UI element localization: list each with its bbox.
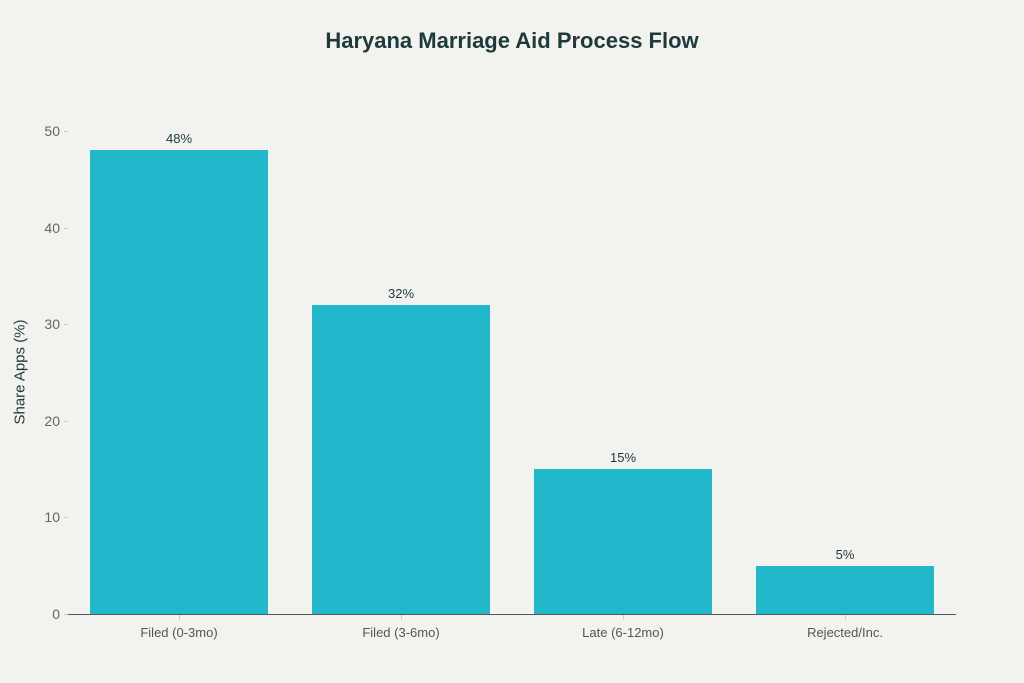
bar-value-label: 15% [609,450,637,466]
y-tick-mark [64,131,68,132]
bar-value-label: 48% [165,131,193,147]
x-tick-mark [179,615,180,620]
chart-title: Haryana Marriage Aid Process Flow [325,28,699,53]
y-tick-mark [64,614,68,615]
y-tick-mark [64,420,68,422]
x-tick-mark [623,615,624,620]
y-axis-label: Share Apps (%) [11,319,29,425]
bar-value-label: 5% [835,546,855,562]
x-axis-line [68,614,956,615]
bar[interactable] [312,304,490,614]
x-tick-label: Filed (3-6mo) [362,625,440,640]
y-tick-label: 20 [44,412,60,429]
x-tick-label: Late (6-12mo) [582,625,664,640]
y-tick-mark [64,517,68,519]
y-tick-mark [64,227,68,229]
bar[interactable] [534,469,712,614]
y-tick-label: 10 [44,509,60,526]
bar[interactable] [90,150,268,614]
y-tick-mark [64,324,68,326]
x-tick-label: Rejected/Inc. [807,625,883,640]
x-tick-label: Filed (0-3mo) [140,625,218,640]
y-tick-label: 0 [52,606,60,622]
x-tick-mark [845,615,846,620]
bar-value-label: 32% [387,285,415,301]
bar[interactable] [756,565,934,614]
y-tick-label: 40 [44,219,60,236]
y-tick-label: 50 [44,123,60,139]
y-tick-label: 30 [44,316,60,333]
x-tick-mark [401,615,402,620]
